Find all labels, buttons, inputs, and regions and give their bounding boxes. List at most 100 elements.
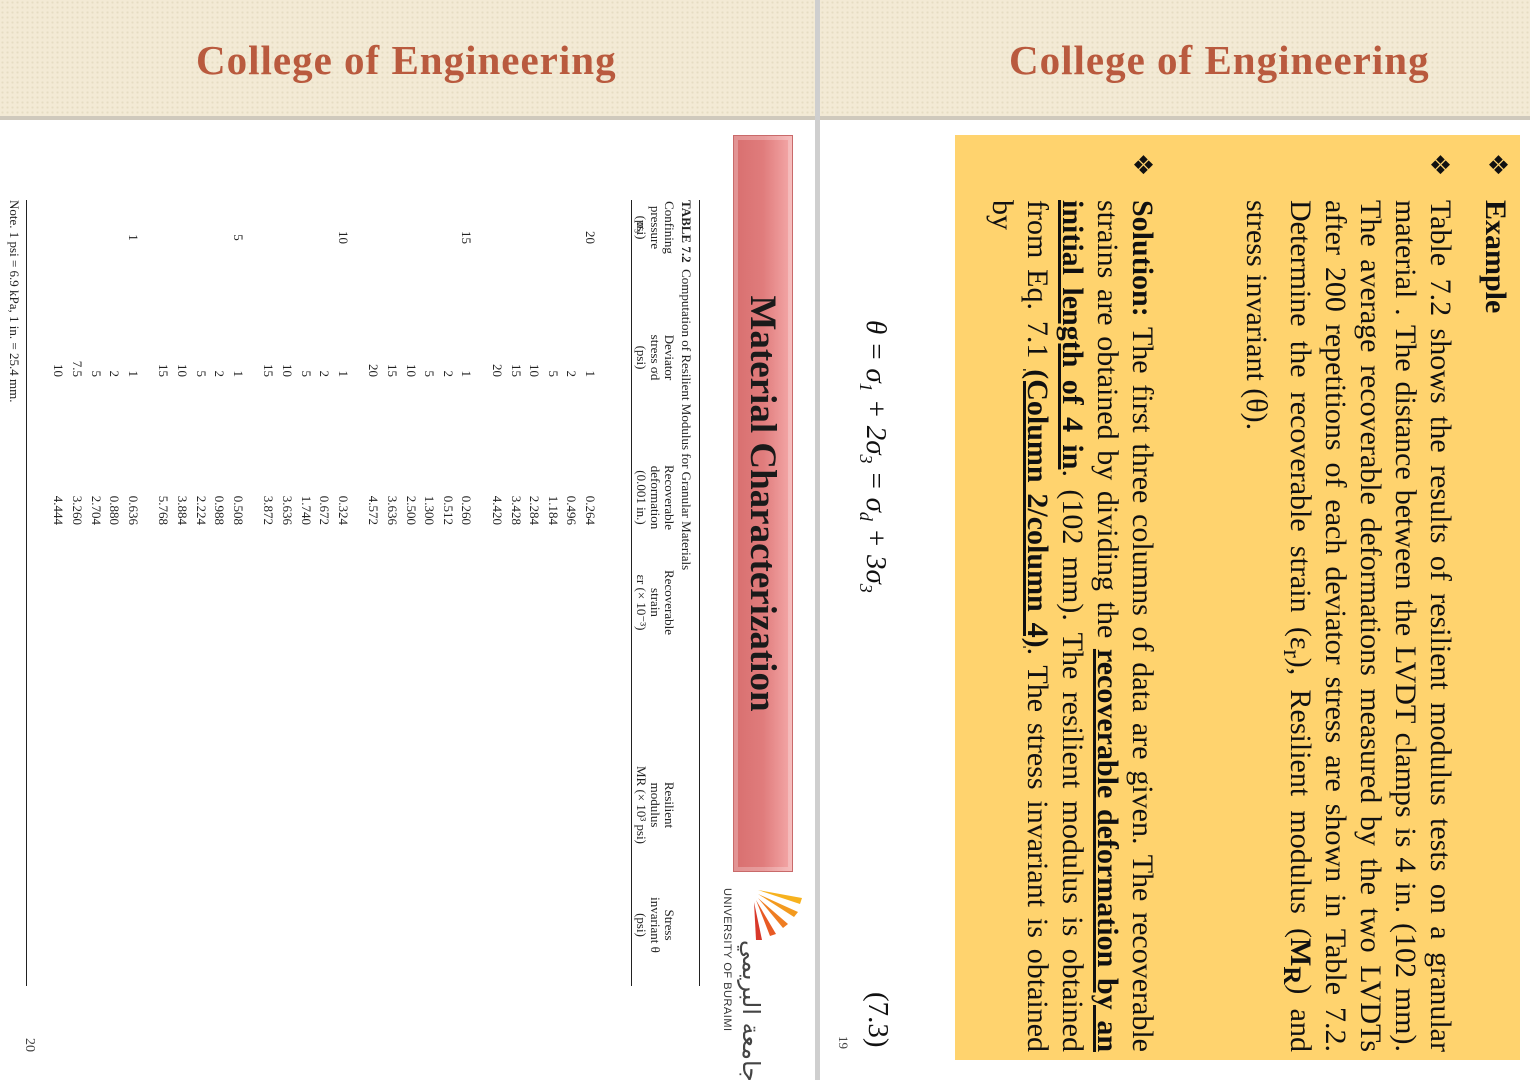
deformation: 2.500: [403, 495, 419, 525]
text: r: [1278, 649, 1305, 658]
deviator-stress: 15: [261, 364, 277, 377]
table-header: MR (× 10³ psi): [634, 765, 649, 845]
deviator-stress: 2: [107, 370, 123, 378]
equation: θ = σ1 + 2σ3 = σd + 3σ3: [855, 320, 892, 593]
logo-arabic: جامعة البريمي: [737, 940, 765, 1080]
solution-text: Solution: The first three columns of dat…: [985, 200, 1160, 1052]
deformation: 2.704: [88, 495, 104, 525]
bullet: ❖: [1425, 153, 1454, 177]
deformation: 1.300: [422, 495, 438, 525]
confining-pressure: 15: [459, 231, 475, 244]
deviator-stress: 2: [212, 370, 228, 378]
deviator-stress: 10: [527, 364, 543, 377]
example-heading: Example: [1479, 200, 1512, 314]
logo-english: UNIVERSITY OF BURAIMI: [721, 888, 733, 1032]
deformation: 3.636: [280, 495, 295, 525]
text: = σ: [860, 463, 892, 512]
deformation: 5.768: [156, 495, 172, 525]
deviator-stress: 2: [440, 370, 456, 378]
deviator-stress: 15: [385, 364, 400, 377]
deviator-stress: 15: [508, 364, 524, 377]
slide-body: Material Characterization جامعة البريمي …: [5, 120, 815, 1080]
deviator-stress: 10: [175, 364, 190, 377]
text: (Column 2/column 4): [1021, 369, 1054, 648]
deformation: 0.264: [583, 495, 598, 525]
table-header: Confining: [662, 201, 677, 254]
text: 3: [856, 583, 877, 593]
slide-body: ❖ Example ❖ Table 7.2 shows the results …: [820, 120, 1530, 1080]
deviator-stress: 1: [459, 370, 475, 378]
banner: Material Characterization: [733, 135, 793, 872]
table-header: stress σd: [648, 334, 663, 381]
deviator-stress: 1: [230, 370, 246, 378]
deviator-stress: 1: [335, 370, 351, 378]
table-header: (psi): [634, 913, 649, 937]
table-header: Recoverable: [662, 465, 677, 530]
logo-mark: [754, 890, 802, 940]
deformation: 1.740: [298, 495, 314, 525]
table-rule: [26, 200, 27, 986]
table-header: strain: [648, 588, 663, 617]
divider: [815, 0, 820, 1080]
text: θ = σ: [860, 320, 892, 383]
deformation: 4.420: [490, 495, 505, 525]
table-rule: [699, 200, 700, 986]
left-slide: College of Engineering Material Characte…: [0, 0, 815, 1080]
table-header: (psi): [634, 215, 649, 240]
deviator-stress: 2: [317, 370, 333, 378]
header: College of Engineering: [0, 0, 815, 120]
deviator-stress: 10: [403, 364, 419, 377]
text: Solution:: [1126, 200, 1159, 317]
deviator-stress: 5: [545, 370, 561, 378]
deformation: 0.324: [335, 495, 351, 525]
caption-text: Computation of Resilient Modulus for Gra…: [679, 269, 694, 571]
text: 3: [856, 454, 877, 464]
deviator-stress: 5: [88, 370, 104, 378]
page-number: 20: [22, 1038, 37, 1052]
deformation: 3.260: [70, 495, 85, 525]
header-title: College of Engineering: [1009, 37, 1430, 83]
deformation: 3.428: [508, 495, 524, 525]
table-header: Resilient: [662, 781, 677, 829]
confining-pressure: 5: [230, 234, 246, 241]
deformation: 4.444: [51, 495, 67, 525]
deformation: 2.284: [527, 495, 543, 525]
text: R: [1278, 966, 1305, 985]
text: + 3σ: [860, 520, 892, 584]
deviator-stress: 20: [490, 364, 505, 377]
deformation: 0.260: [459, 495, 475, 525]
table-header: modulus: [648, 782, 663, 828]
deviator-stress: 10: [51, 364, 67, 377]
table-note: Note. 1 psi = 6.9 kPa, 1 in. = 25.4 mm.: [7, 200, 22, 403]
deformation: 0.672: [317, 495, 333, 525]
confining-pressure: 20: [583, 231, 598, 244]
deviator-stress: 2: [564, 370, 580, 378]
deviator-stress: 1: [583, 370, 598, 378]
deformation: 0.512: [440, 495, 456, 525]
table-header: Deviator: [662, 334, 677, 381]
problem-text: Table 7.2 shows the results of resilient…: [1239, 200, 1458, 1052]
header-title: College of Engineering: [196, 37, 617, 83]
bullet: ❖: [1483, 153, 1512, 177]
table-header: deformation: [648, 465, 663, 530]
table-header: Recoverable: [662, 570, 677, 635]
deformation: 0.880: [107, 495, 123, 525]
bullet: ❖: [1128, 153, 1157, 177]
deformation: 4.572: [366, 495, 382, 525]
text: M: [1284, 938, 1317, 967]
deformation: 0.988: [212, 495, 228, 525]
deviator-stress: 10: [280, 364, 295, 377]
deviator-stress: 15: [156, 364, 172, 377]
deviator-stress: 5: [298, 370, 314, 378]
header: College of Engineering: [820, 0, 1530, 120]
deviator-stress: 5: [193, 370, 209, 378]
confining-pressure: 1: [125, 234, 141, 241]
deformation: 3.872: [261, 495, 277, 525]
right-slide: College of Engineering ❖ Example ❖ Table…: [820, 0, 1530, 1080]
table-caption: TABLE 7.2 Computation of Resilient Modul…: [678, 200, 694, 570]
text: d: [856, 511, 877, 521]
deformation: 0.496: [564, 495, 580, 525]
text: MR: [1278, 938, 1317, 984]
deformation: 0.636: [125, 495, 141, 525]
